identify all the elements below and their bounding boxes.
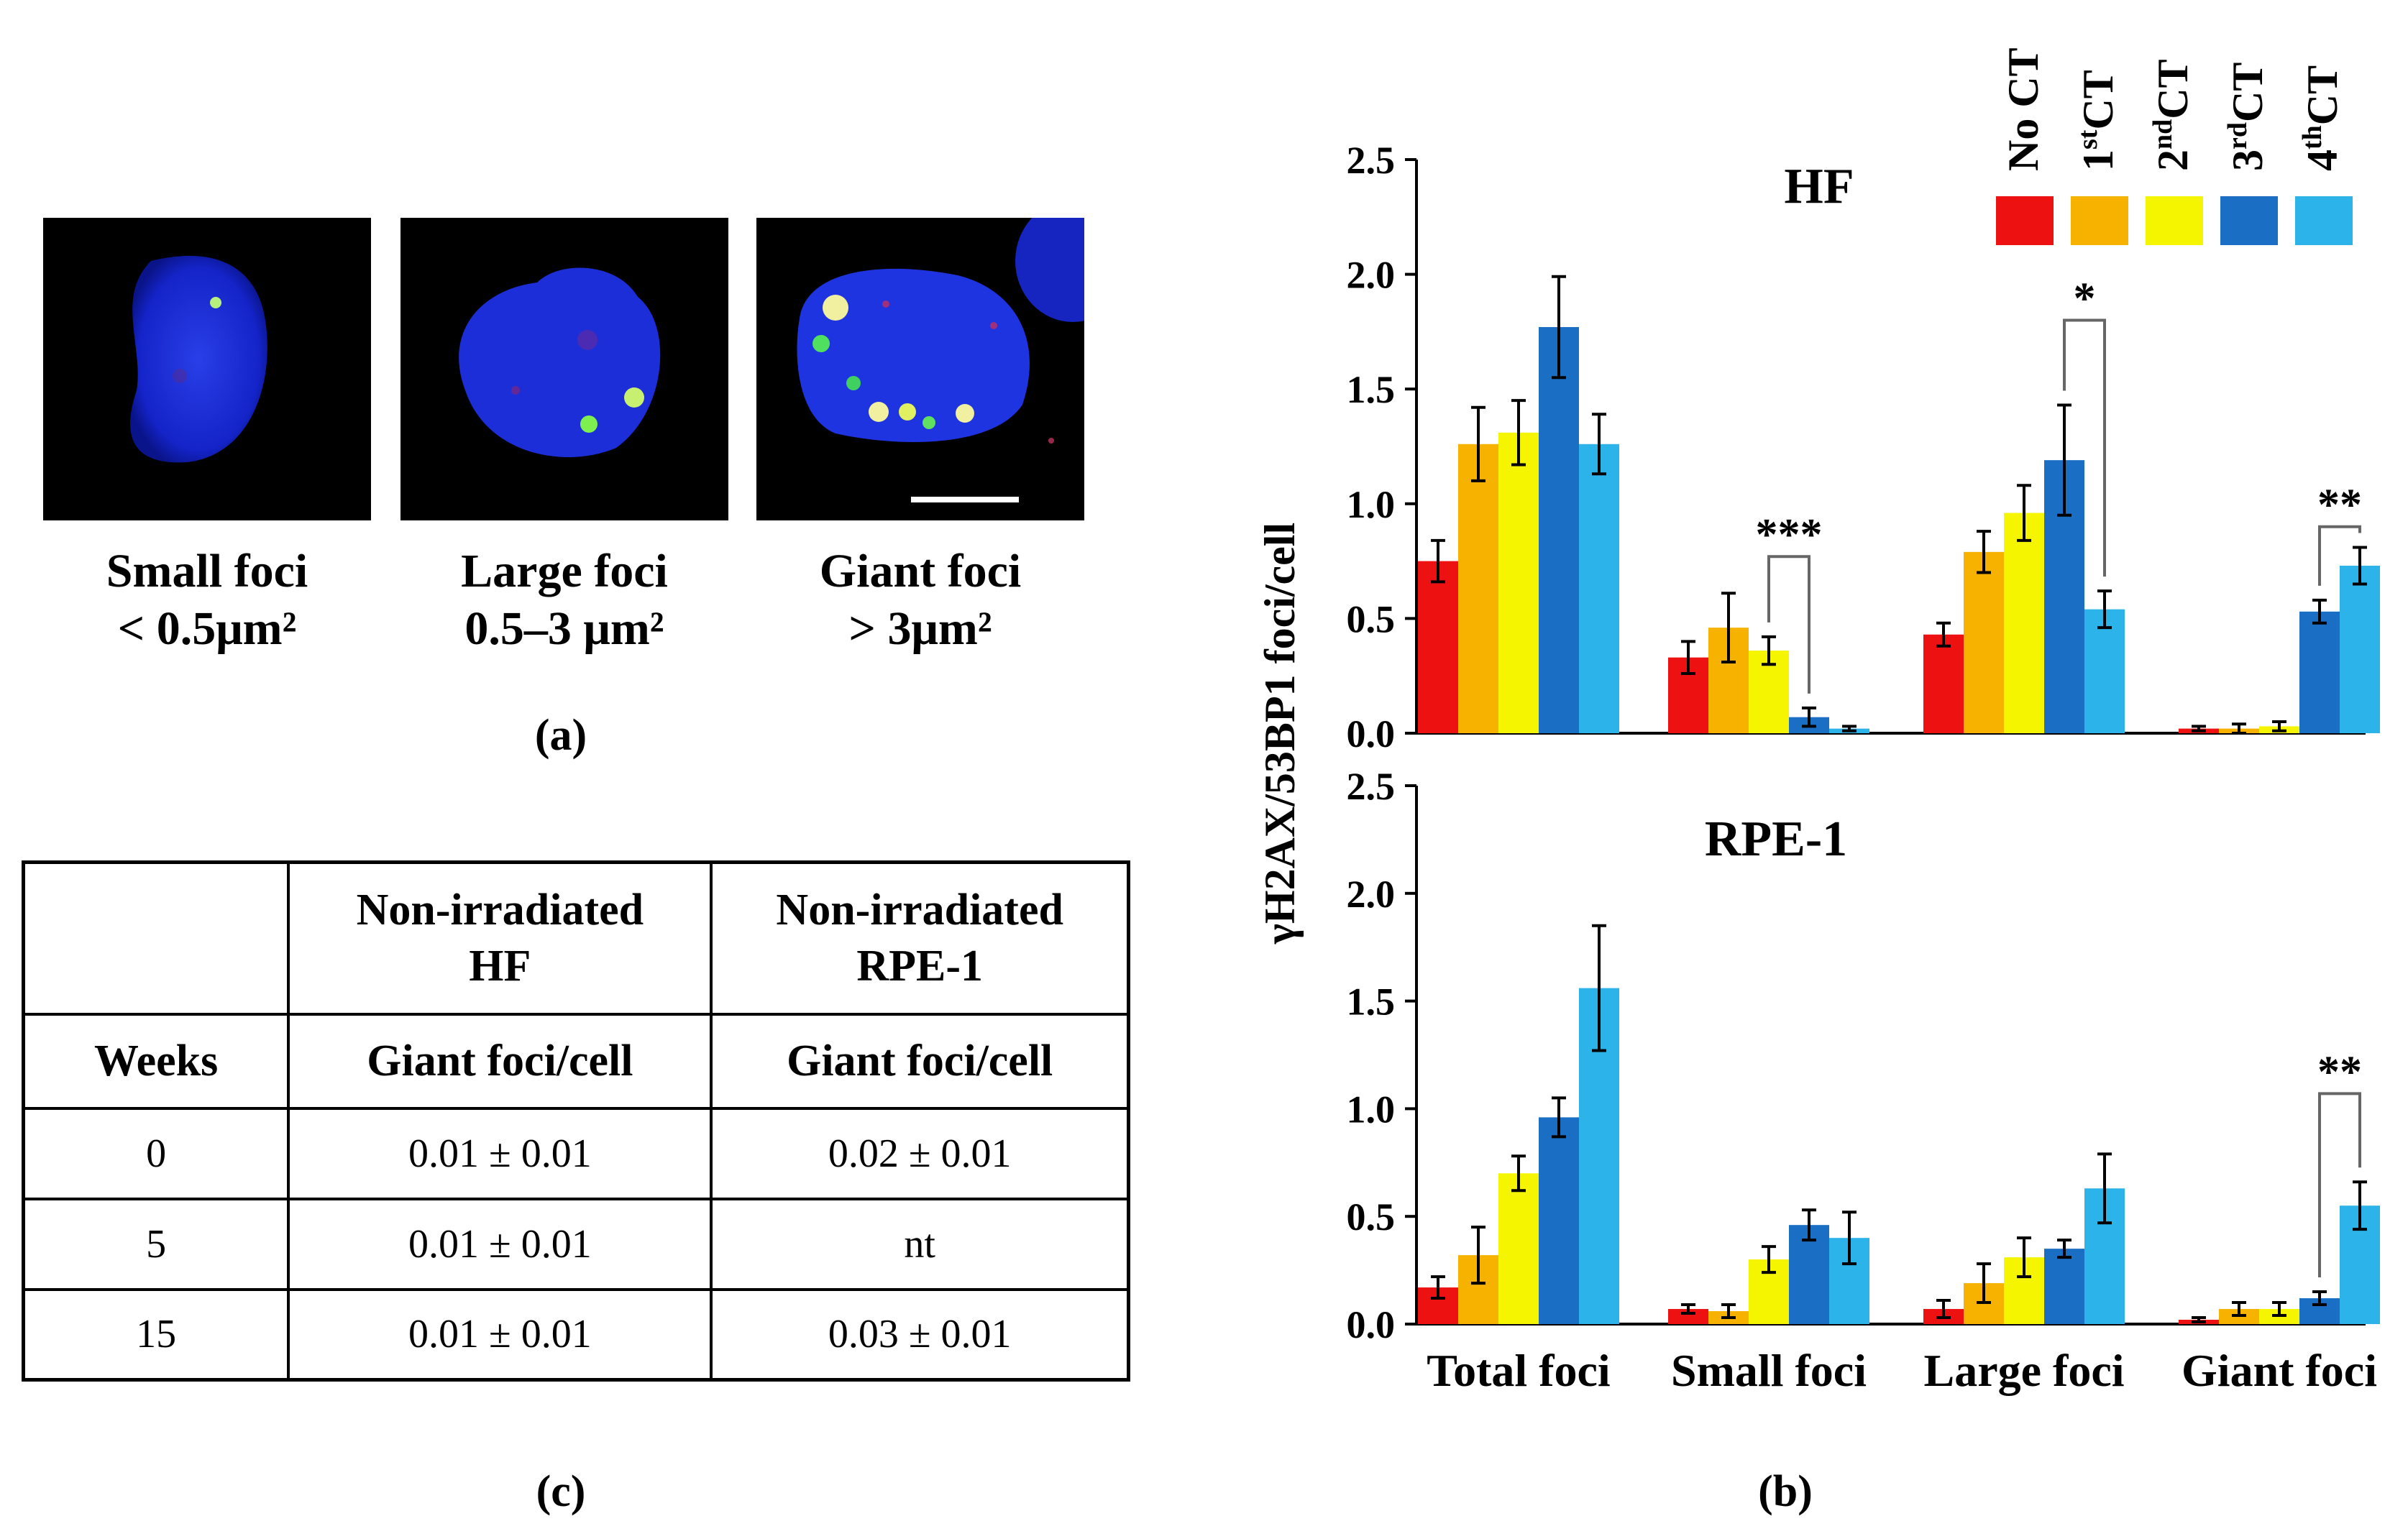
- significance-bracket: [2063, 318, 2106, 577]
- legend-swatch: [1996, 196, 2054, 245]
- bar: [2004, 513, 2044, 733]
- bar: [2084, 609, 2125, 733]
- bar: [1579, 444, 1619, 733]
- category-label: Large foci: [1924, 1345, 2125, 1396]
- table-subheader-row: Weeks Giant foci/cell Giant foci/cell: [22, 1012, 1130, 1110]
- subheader-hf: Giant foci/cell: [287, 1012, 713, 1110]
- y-tick-label: 2.0: [1347, 873, 1396, 916]
- caption-large-foci: Large foci 0.5–3 μm²: [461, 545, 668, 655]
- bar: [2340, 565, 2380, 733]
- legend-swatch: [2220, 196, 2278, 245]
- legend-label: 4thCT: [2297, 65, 2346, 171]
- significance-label: **: [2317, 1047, 2362, 1096]
- legend-swatch: [2071, 196, 2128, 245]
- table-row: 0 0.01 ± 0.01 0.02 ± 0.01: [22, 1106, 1130, 1200]
- panel-a-label: (a): [534, 711, 587, 760]
- caption-small-foci: Small foci < 0.5μm²: [106, 545, 308, 655]
- legend-label: 2ndCT: [2148, 59, 2197, 171]
- table-row: 15 0.01 ± 0.01 0.03 ± 0.01: [22, 1287, 1130, 1382]
- bar: [1668, 1309, 1708, 1324]
- significance-label: *: [2074, 274, 2096, 323]
- y-tick-label: 1.0: [1347, 1088, 1396, 1131]
- bar: [2299, 611, 2340, 733]
- cell-weeks: 0: [22, 1106, 290, 1200]
- y-axis-title: γH2AX/53BP1 foci/cell: [1256, 523, 1304, 945]
- panel-title: RPE-1: [1705, 812, 1847, 867]
- significance-bracket: [2318, 1092, 2361, 1278]
- category-label: Total foci: [1427, 1345, 1610, 1396]
- subheader-weeks: Weeks: [22, 1012, 290, 1110]
- significance-bracket: [2318, 525, 2361, 586]
- cell-weeks: 5: [22, 1197, 290, 1291]
- bar: [1458, 444, 1498, 733]
- y-tick-label: 1.5: [1347, 980, 1396, 1024]
- bar: [1539, 1117, 1579, 1324]
- cell-weeks: 15: [22, 1287, 290, 1382]
- bar: [1418, 561, 1458, 733]
- table-corner-cell: [22, 860, 290, 1016]
- cell-hf: 0.01 ± 0.01: [287, 1106, 713, 1200]
- micrograph-small-foci: [43, 218, 371, 520]
- bar: [1498, 432, 1539, 733]
- legend-label: 3rdCT: [2222, 63, 2271, 171]
- caption-giant-foci: Giant foci > 3μm²: [819, 545, 1022, 655]
- panel-title: HF: [1784, 159, 1854, 214]
- category-label: Small foci: [1671, 1345, 1867, 1396]
- subheader-rpe: Giant foci/cell: [710, 1012, 1130, 1110]
- y-tick-label: 0.0: [1347, 712, 1396, 755]
- y-tick-label: 1.0: [1347, 483, 1396, 526]
- table-row: 5 0.01 ± 0.01 nt: [22, 1197, 1130, 1291]
- y-tick-label: 2.0: [1347, 254, 1396, 297]
- significance-label: **: [2317, 481, 2362, 530]
- y-tick-label: 0.5: [1347, 597, 1396, 640]
- legend-label: No CT: [2000, 47, 2047, 171]
- bar: [1539, 327, 1579, 733]
- bar: [1498, 1173, 1539, 1324]
- table-header-row: Non-irradiated HF Non-irradiated RPE-1: [22, 860, 1130, 1016]
- panel-b-label: (b): [1758, 1467, 1813, 1516]
- header-hf: Non-irradiated HF: [287, 860, 713, 1016]
- y-tick-label: 0.5: [1347, 1195, 1396, 1239]
- y-tick-label: 0.0: [1347, 1303, 1396, 1346]
- scale-bar: [911, 497, 1019, 502]
- cell-rpe: 0.03 ± 0.01: [710, 1287, 1130, 1382]
- bar: [1964, 551, 2004, 733]
- cell-rpe: nt: [710, 1197, 1130, 1291]
- cell-rpe: 0.02 ± 0.01: [710, 1106, 1130, 1200]
- legend-swatch: [2295, 196, 2353, 245]
- giant-foci-table: Non-irradiated HF Non-irradiated RPE-1 Wee…: [22, 860, 1130, 1382]
- cell-hf: 0.01 ± 0.01: [287, 1287, 713, 1382]
- header-rpe: Non-irradiated RPE-1: [710, 860, 1130, 1016]
- y-tick-label: 2.5: [1347, 765, 1396, 808]
- y-tick-label: 1.5: [1347, 368, 1396, 411]
- micrograph-giant-foci: [756, 218, 1084, 520]
- bar: [2044, 1249, 2084, 1324]
- significance-bracket: [1767, 555, 1810, 694]
- bar: [1923, 634, 1964, 733]
- cell-hf: 0.01 ± 0.01: [287, 1197, 713, 1291]
- micrograph-large-foci: [400, 218, 728, 520]
- significance-label: ***: [1756, 510, 1823, 559]
- y-tick-label: 2.5: [1347, 139, 1396, 182]
- category-label: Giant foci: [2182, 1345, 2377, 1396]
- panel-c-label: (c): [536, 1467, 586, 1516]
- legend-swatch: [2146, 196, 2203, 245]
- legend-label: 1stCT: [2073, 70, 2122, 171]
